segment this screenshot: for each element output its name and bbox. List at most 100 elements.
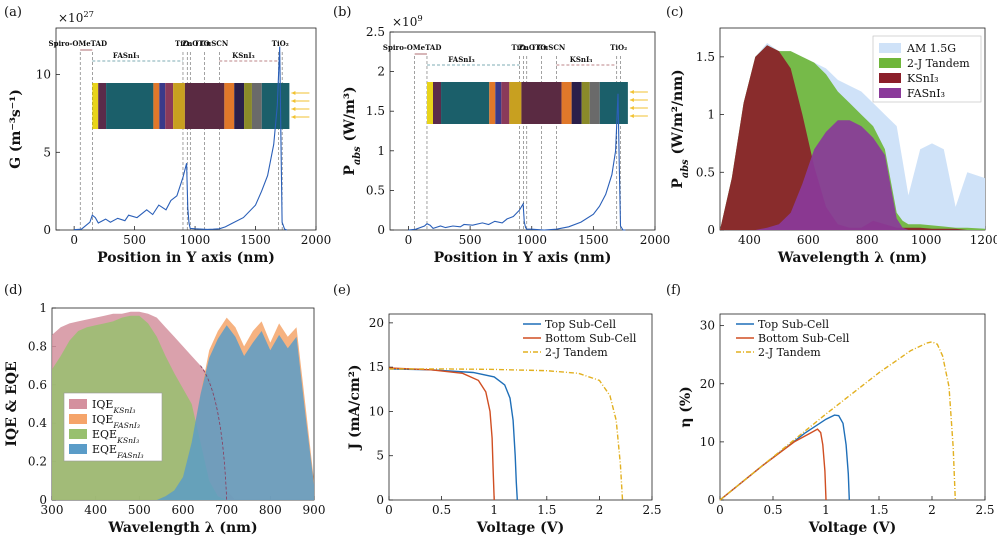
y-tick-label: 0.2 [28,455,47,469]
x-tick-label: 0 [70,233,78,247]
panel-4: 0 0.5 1 1.5 2 2.5 0 5 10 15 20 Voltage (V) (e) J (mA/… [333,283,662,536]
y-tick-label: 1.5 [366,104,385,118]
y-tick-label: 0.4 [28,416,47,430]
x-tick-label: 2 [928,503,936,517]
device-layer-block [165,83,174,129]
y-axis-label: Pabs (W/m²/nm) [670,69,691,188]
x-tick-label: 400 [738,233,761,247]
efficiency-curve-2jtandem [719,341,956,501]
y-tick-label: 15 [369,360,384,374]
layer-label: ZnO [519,43,535,52]
panel-label: (b) [333,5,351,20]
legend-entry: Top Sub-Cell [545,318,616,331]
y-tick-label: 30 [700,319,715,333]
legend-swatch [69,444,87,454]
ksni-iqe-edge [200,365,228,500]
y-tick-label: 1 [39,301,47,315]
y-tick-label: 20 [369,316,384,330]
y-tick-label: 0 [39,493,47,507]
device-layer-block [98,83,107,129]
y-tick-label: 2 [377,65,385,79]
axes-frame [389,31,656,231]
device-layer-block [159,83,166,129]
axes-frame [719,313,986,501]
layer-label: ZnO [182,39,198,48]
y-tick-label: 10 [700,435,715,449]
legend-entry: EQEFASnI₃ [92,443,144,460]
y-exponent: ×109 [392,13,423,29]
device-layer-block [426,82,434,124]
jv-curve-bottomsubcell [388,367,495,501]
legend-swatch [69,399,87,409]
x-axis-label: Position in Y axis (nm) [97,250,275,266]
panel-label: (d) [4,283,22,298]
layer-label: Spiro-OMeTAD [383,43,442,52]
x-tick-label: 500 [459,233,482,247]
incident-light-arrowhead [291,107,296,111]
generation-curve [74,46,288,231]
device-layer-block [561,82,572,124]
x-tick-label: 400 [84,503,107,517]
y-tick-label: 1 [707,108,715,122]
x-tick-label: 0.5 [432,503,451,517]
absorbed-power-curve [408,93,626,231]
y-tick-label: 0.8 [28,339,47,353]
legend-entry: 2-J Tandem [545,346,608,359]
panel-0: 0 500 1000 1500 2000 0 5 10 Position in Y axis (… [4,5,331,266]
legend-entry: FASnI₃ [907,87,945,100]
jv-curve-topsubcell [388,368,518,501]
legend-entry: IQEKSnI₃ [92,398,136,415]
device-layer-block [106,83,154,129]
y-axis-label: J (mA/cm²) [347,364,363,451]
x-tick-label: 0 [405,233,413,247]
x-tick-label: 0 [716,503,724,517]
x-tick-label: 600 [797,233,820,247]
layer-label: TiO₂ [175,39,192,48]
x-tick-label: 600 [172,503,195,517]
x-axis-label: Wavelength λ (nm) [107,520,257,536]
y-axis-label: Pabs (W/m³) [342,86,363,175]
legend-swatch [879,58,901,68]
device-layer-block [501,82,510,124]
incident-light-arrowhead [629,98,634,102]
y-tick-label: 0.5 [696,165,715,179]
x-tick-label: 2.5 [975,503,994,517]
panel-3: 300 400 500 600 700 800 900 0 0.2 0.4 0.6 0.8 1 Wavel… [4,283,325,536]
layer-label: ITO [195,39,210,48]
legend-entry: 2-J Tandem [758,346,821,359]
y-tick-label: 1.5 [696,50,715,64]
x-tick-label: 0 [385,503,393,517]
layer-label: TiO₂ [610,43,627,52]
x-tick-label: 800 [856,233,879,247]
x-tick-label: 1.5 [537,503,556,517]
layer-label: Spiro-OMeTAD [49,39,108,48]
y-tick-label: 5 [376,449,384,463]
y-axis-label: G (m⁻³s⁻¹) [8,89,24,169]
layer-label: CuSCN [201,39,229,48]
x-tick-label: 300 [41,503,64,517]
device-layer-block [599,82,628,124]
y-tick-label: 0 [43,223,51,237]
panel-label: (c) [666,5,683,20]
x-tick-label: 2000 [301,233,332,247]
device-layer-block [184,83,225,129]
y-tick-label: 20 [700,377,715,391]
jv-curve-2jtandem [389,368,624,501]
x-axis-label: Voltage (V) [808,520,896,536]
y-tick-label: 0.6 [28,378,47,392]
x-tick-label: 1000 [911,233,942,247]
legend-entry: Bottom Sub-Cell [758,332,850,345]
x-tick-label: 900 [303,503,326,517]
y-tick-label: 0 [377,223,385,237]
y-tick-label: 5 [43,145,51,159]
legend-swatch [69,429,87,439]
legend-entry: KSnI₃ [907,72,939,85]
device-layer-block [489,82,496,124]
x-tick-label: 700 [215,503,238,517]
legend-swatch [879,73,901,83]
legend-swatch [879,43,901,53]
legend-entry: 2-J Tandem [907,57,970,70]
panel-label: (e) [333,283,351,298]
layer-label: TiO₂ [512,43,529,52]
panel-5: 0 0.5 1 1.5 2 2.5 0 10 20 30 Voltage (V) (f) η (%) To… [666,283,995,536]
